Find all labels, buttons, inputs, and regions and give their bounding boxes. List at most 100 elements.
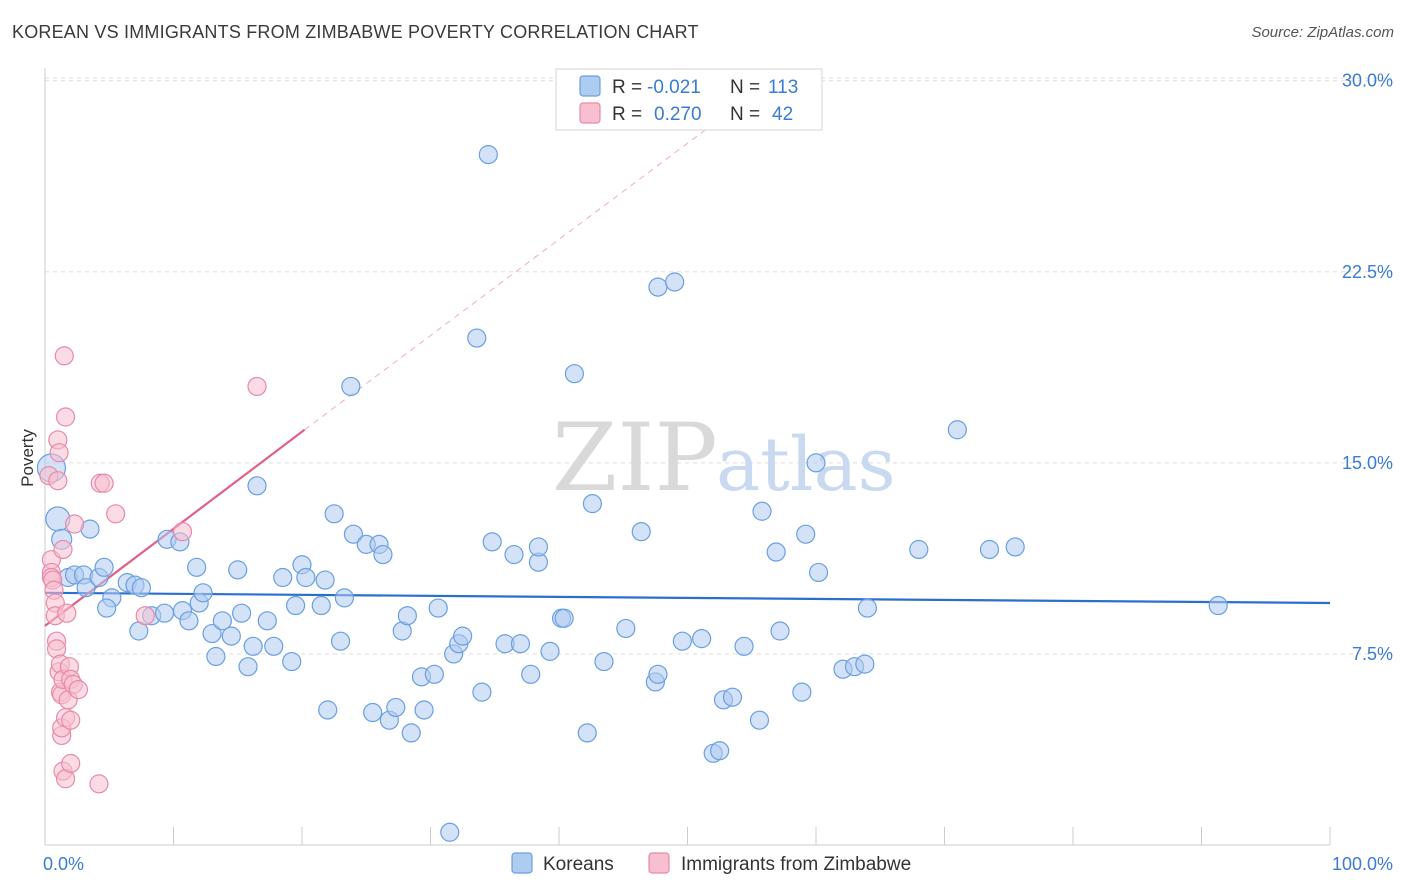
watermark-zip: ZIP (552, 404, 718, 513)
x-tick-label: 100.0% (1332, 854, 1393, 874)
korean-point (577, 723, 597, 743)
y-tick-label: 22.5% (1342, 262, 1393, 282)
legend-swatch-zimbabwe (579, 102, 601, 124)
korean-point (734, 636, 754, 656)
legend-n-label-zimbabwe: N = (730, 104, 760, 125)
zimbabwe-point (94, 473, 114, 493)
korean-point (648, 664, 668, 684)
korean-point (324, 504, 344, 524)
legend-r-label-koreans: R = (612, 77, 642, 98)
korean-point (453, 626, 473, 646)
korean-trend-line (44, 591, 1331, 605)
y-axis-title: Poverty (18, 429, 37, 487)
korean-point (665, 272, 685, 292)
korean-point (554, 608, 574, 628)
legend-n-value-koreans: 113 (768, 77, 798, 98)
korean-point (722, 687, 743, 707)
bottom-legend-swatch-koreans (511, 852, 533, 874)
korean-point (414, 700, 434, 720)
zimbabwe-trend-extension (304, 123, 714, 431)
legend-r-value-koreans: -0.021 (647, 77, 701, 98)
korean-point (343, 524, 363, 544)
korean-point (752, 501, 772, 521)
korean-point (363, 702, 383, 723)
korean-point (212, 611, 232, 631)
chart-title: KOREAN VS IMMIGRANTS FROM ZIMBABWE POVER… (12, 22, 699, 42)
korean-point (1005, 537, 1025, 557)
korean-point (594, 651, 614, 672)
points-layer (36, 145, 1228, 842)
legend-r-label-zimbabwe: R = (612, 104, 642, 125)
korean-point (179, 611, 199, 631)
korean-point (238, 657, 258, 677)
korean-point (1208, 595, 1228, 616)
korean-point (285, 595, 306, 616)
watermark-atlas: atlas (716, 422, 896, 508)
korean-point (521, 664, 541, 684)
bottom-legend-label-koreans: Koreans (543, 854, 614, 875)
korean-point (206, 646, 226, 667)
korean-point (616, 618, 636, 639)
korean-point (257, 611, 277, 631)
y-tick-label: 7.5% (1352, 644, 1393, 664)
korean-point (187, 557, 207, 577)
korean-point (401, 723, 421, 743)
korean-point (424, 664, 444, 684)
korean-point (97, 598, 117, 618)
zimbabwe-point (48, 471, 68, 491)
korean-point (282, 651, 302, 672)
zimbabwe-point (247, 376, 267, 397)
korean-point (467, 328, 487, 348)
correlation-legend: R = -0.021 N = 113 R = 0.270 N = 42 (555, 68, 823, 131)
korean-point (540, 641, 560, 661)
zimbabwe-point (61, 710, 81, 730)
zimbabwe-point (89, 774, 109, 794)
korean-point (766, 542, 786, 562)
korean-point (947, 420, 967, 440)
korean-point (273, 567, 293, 588)
korean-point (341, 376, 361, 397)
watermark: ZIP atlas (552, 404, 896, 513)
korean-point (318, 700, 338, 720)
zimbabwe-point (61, 753, 81, 774)
korean-point (154, 603, 175, 623)
zimbabwe-point (135, 606, 155, 626)
legend-n-label-koreans: N = (730, 77, 760, 98)
korean-point (228, 560, 248, 580)
korean-point (792, 682, 812, 702)
korean-point (264, 636, 284, 656)
korean-point (334, 588, 355, 608)
korean-point (710, 741, 730, 761)
korean-point (193, 583, 213, 603)
korean-point (482, 532, 502, 552)
trend-layer (44, 123, 1331, 627)
korean-point (979, 539, 1000, 560)
korean-point (631, 522, 651, 542)
korean-point (510, 634, 531, 654)
korean-point (202, 623, 222, 644)
zimbabwe-point (57, 603, 77, 623)
legend-r-value-zimbabwe: 0.270 (654, 104, 702, 125)
korean-point (855, 654, 875, 674)
korean-point (808, 562, 829, 583)
korean-point (909, 539, 929, 560)
tick-label-layer: 7.5% 15.0% 22.5% 30.0% 0.0% 100.0% (43, 71, 1393, 874)
korean-point (397, 606, 417, 626)
korean-point (221, 626, 241, 646)
korean-point (330, 631, 351, 651)
series-legend: Koreans Immigrants from Zimbabwe (511, 852, 911, 875)
korean-point (232, 603, 252, 623)
source-label: Source: ZipAtlas.com (1251, 24, 1394, 41)
zimbabwe-point (172, 522, 193, 542)
korean-point (770, 621, 790, 641)
korean-point (648, 277, 668, 297)
korean-point (76, 578, 96, 598)
legend-n-value-zimbabwe: 42 (772, 104, 793, 125)
korean-point (243, 636, 263, 656)
korean-point (796, 524, 816, 544)
korean-point (386, 697, 406, 718)
korean-point (564, 364, 585, 384)
legend-swatch-koreans (579, 75, 601, 97)
x-tick-label: 0.0% (43, 854, 84, 874)
